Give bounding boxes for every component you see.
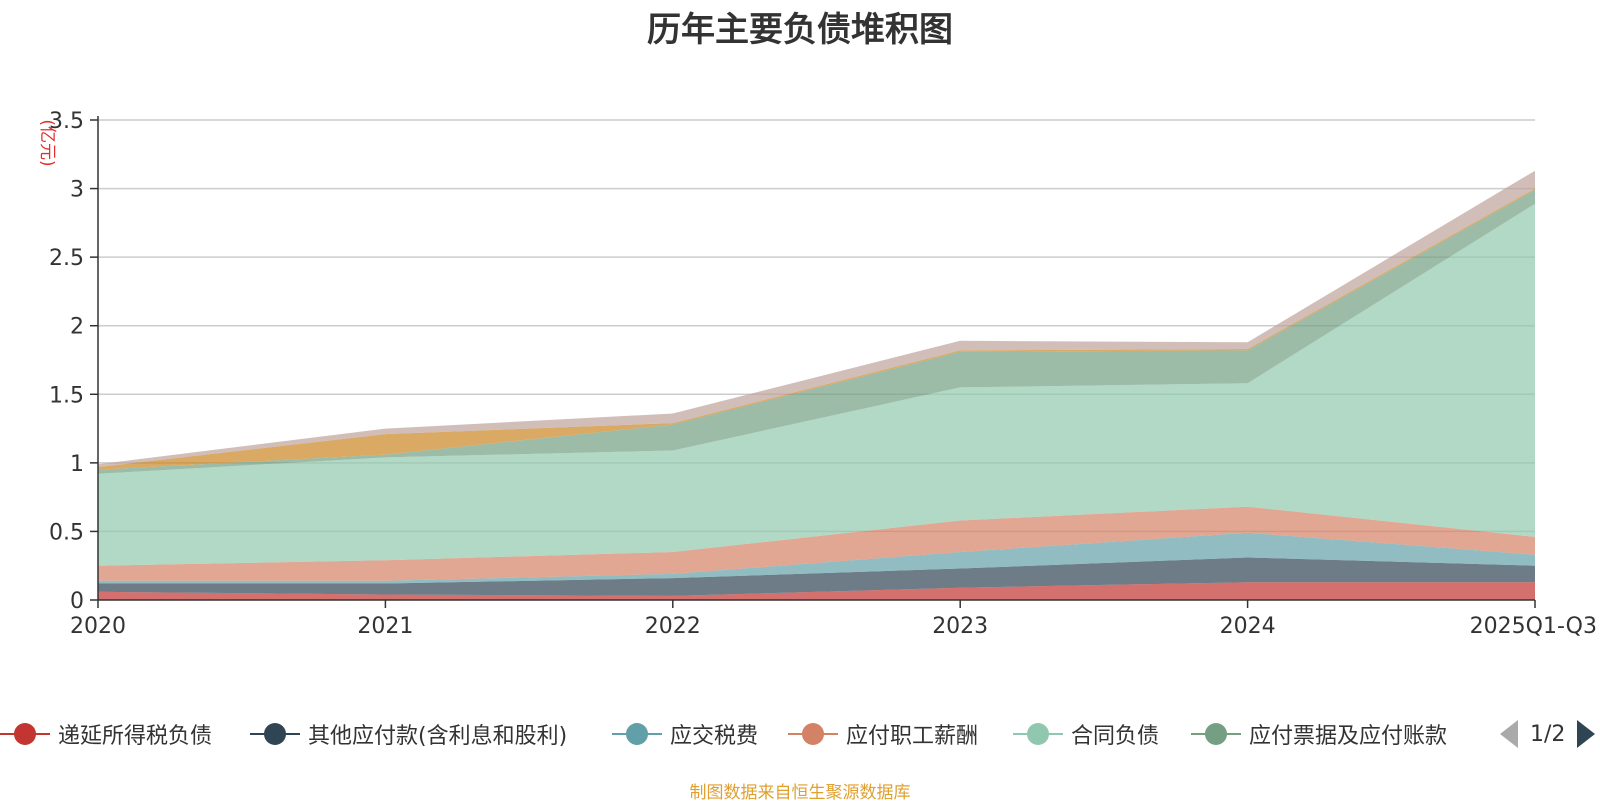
legend-marker-icon xyxy=(0,714,50,754)
legend-label: 递延所得税负债 xyxy=(58,724,213,749)
legend-label: 应付职工薪酬 xyxy=(846,724,979,749)
area-series-1[interactable] xyxy=(98,557,1535,596)
legend-label: 应交税费 xyxy=(670,724,759,749)
x-tick-label: 2025Q1-Q3 xyxy=(1470,614,1597,639)
legend-item[interactable]: 应付票据及应付账款 xyxy=(1191,714,1447,754)
area-series-0[interactable] xyxy=(98,582,1535,600)
area-series xyxy=(98,170,1535,600)
area-series-5[interactable] xyxy=(98,189,1535,474)
y-tick-label: 0 xyxy=(70,589,84,614)
area-series-2[interactable] xyxy=(98,532,1535,584)
area-series-3[interactable] xyxy=(98,506,1535,581)
axes: 0 0.5 1 1.5 2 2.5 3 3.5 2020 2021 2022 2023 2024 2025… xyxy=(49,109,1597,639)
legend-item[interactable]: 其他应付款(含利息和股利) xyxy=(250,714,567,754)
y-tick-label: 1 xyxy=(70,452,84,477)
legend-label: 合同负债 xyxy=(1071,724,1160,749)
legend-item[interactable]: 应付职工薪酬 xyxy=(788,714,978,754)
x-tick-label: 2023 xyxy=(932,614,988,639)
legend: 递延所得税负债 其他应付款(含利息和股利) 应交税费 应付职工薪酬 合同负债 应付票据及应… xyxy=(0,714,1600,754)
chart-title: 历年主要负债堆积图 xyxy=(647,10,953,50)
legend-pager: 1/2 xyxy=(1500,714,1596,754)
legend-label: 其他应付款(含利息和股利) xyxy=(308,724,568,749)
legend-item[interactable]: 应交税费 xyxy=(612,714,758,754)
legend-item[interactable]: 合同负债 xyxy=(1013,714,1159,754)
legend-marker-icon xyxy=(1191,714,1241,754)
y-tick-label: 3 xyxy=(70,178,84,203)
legend-item[interactable]: 递延所得税负债 xyxy=(0,714,212,754)
x-tick-label: 2021 xyxy=(357,614,413,639)
y-tick-label: 2 xyxy=(70,315,84,340)
y-tick-label: 0.5 xyxy=(49,520,84,545)
legend-prev-page-icon[interactable] xyxy=(1500,720,1518,748)
x-tick-label: 2020 xyxy=(70,614,126,639)
source-note: 制图数据来自恒生聚源数据库 xyxy=(689,783,911,803)
x-tick-label: 2024 xyxy=(1220,614,1276,639)
legend-marker-icon xyxy=(250,714,300,754)
y-tick-label: 3.5 xyxy=(49,109,84,134)
legend-page-indicator: 1/2 xyxy=(1530,721,1566,747)
legend-marker-icon xyxy=(788,714,838,754)
legend-label: 应付票据及应付账款 xyxy=(1249,724,1448,749)
y-tick-label: 1.5 xyxy=(49,383,84,408)
x-tick-label: 2022 xyxy=(645,614,701,639)
y-axis-unit-label: (亿元) xyxy=(37,119,57,166)
legend-marker-icon xyxy=(612,714,662,754)
legend-next-page-icon[interactable] xyxy=(1577,720,1596,748)
area-series-4[interactable] xyxy=(98,203,1535,566)
y-tick-label: 2.5 xyxy=(49,246,84,271)
legend-marker-icon xyxy=(1013,714,1063,754)
